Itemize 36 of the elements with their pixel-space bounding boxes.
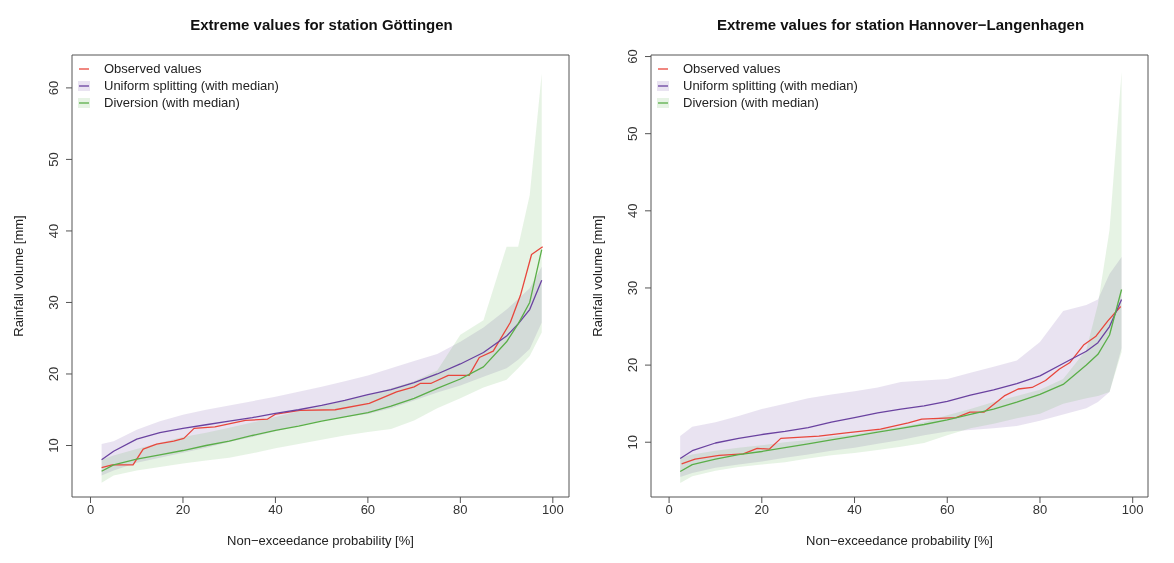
x-tick-label: 20	[754, 502, 770, 518]
y-tick-label: 10	[46, 438, 61, 453]
x-tick-label: 20	[175, 502, 191, 518]
y-tick-label: 50	[46, 152, 61, 167]
x-tick-label: 40	[268, 502, 283, 518]
y-tick-label: 40	[46, 223, 61, 239]
legend-label: Observed values	[683, 60, 781, 77]
y-tick-label: 60	[625, 49, 640, 64]
y-tick-label: 20	[625, 357, 640, 373]
x-tick-label: 0	[665, 502, 673, 518]
legend-label: Uniform splitting (with median)	[683, 77, 858, 94]
y-axis-title: Rainfall volume [mm]	[589, 215, 605, 337]
y-tick-label: 60	[46, 80, 61, 96]
legend-label: Uniform splitting (with median)	[104, 77, 279, 94]
legend-label: Diversion (with median)	[104, 94, 240, 111]
y-tick-label: 50	[625, 126, 640, 141]
y-tick-label: 40	[625, 203, 640, 219]
chart-title: Extreme values for station Göttingen	[189, 16, 454, 33]
y-tick-label: 30	[625, 280, 640, 296]
x-tick-label: 100	[541, 502, 564, 518]
x-tick-label: 80	[453, 502, 468, 518]
legend-label: Observed values	[104, 60, 202, 77]
y-tick-label: 30	[46, 295, 61, 310]
x-tick-label: 0	[86, 502, 95, 518]
y-tick-label: 10	[625, 435, 640, 450]
y-axis-title: Rainfall volume [mm]	[10, 215, 26, 337]
legend-label: Diversion (with median)	[683, 94, 819, 111]
x-tick-label: 60	[940, 502, 955, 518]
x-axis-title: Non−exceedance probability [%]	[806, 533, 993, 548]
x-axis-title: Non−exceedance probability [%]	[227, 533, 414, 548]
chart-title: Extreme values for station Hannover−Langenhagen	[715, 16, 1086, 33]
x-tick-label: 80	[1032, 502, 1048, 518]
y-tick-label: 20	[46, 366, 61, 382]
x-tick-label: 60	[360, 502, 376, 518]
x-tick-label: 100	[1121, 502, 1144, 518]
x-tick-label: 40	[847, 502, 862, 518]
